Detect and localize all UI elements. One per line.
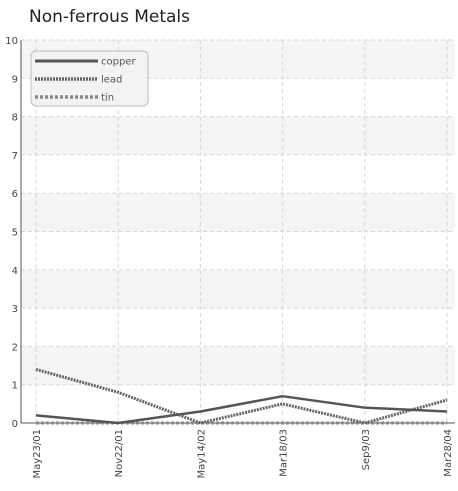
series-line-copper xyxy=(35,394,448,425)
legend: copper lead tin xyxy=(30,50,149,107)
plot-band xyxy=(21,346,455,385)
series-lines xyxy=(35,367,448,425)
legend-label-tin: tin xyxy=(101,93,114,104)
plot-band xyxy=(21,193,455,232)
x-tick-label: Sep9/03 xyxy=(361,429,372,470)
plot-band xyxy=(21,308,455,347)
x-tick-label: Mar28/04 xyxy=(443,429,454,477)
y-tick-label: 9 xyxy=(12,74,18,85)
y-tick-label: 6 xyxy=(12,189,18,200)
y-tick-label: 8 xyxy=(12,113,18,124)
plot-band xyxy=(21,231,455,270)
y-tick-label: 2 xyxy=(12,342,18,353)
y-tick-labels: 0 1 2 3 4 5 6 7 8 9 10 xyxy=(5,36,18,430)
y-tick-label: 7 xyxy=(12,151,18,162)
y-tick-label: 5 xyxy=(12,228,18,239)
x-tick-label: Mar18/03 xyxy=(279,429,290,477)
y-tick-label: 4 xyxy=(12,266,18,277)
legend-label-copper: copper xyxy=(101,57,136,68)
chart-title: Non-ferrous Metals xyxy=(29,7,191,27)
plot-band xyxy=(21,269,455,309)
x-tick-label: Nov22/01 xyxy=(114,429,125,477)
plot-band xyxy=(21,116,455,155)
x-tick-label: May14/02 xyxy=(196,429,207,479)
plot-band xyxy=(21,154,455,194)
plot-bands xyxy=(21,40,455,423)
y-tick-label: 3 xyxy=(12,304,18,315)
y-tick-label: 10 xyxy=(5,36,18,47)
x-tick-labels: May23/01 Nov22/01 May14/02 Mar18/03 Sep9/03 M… xyxy=(32,429,454,479)
y-tick-label: 1 xyxy=(12,381,18,392)
x-tick-label: May23/01 xyxy=(32,429,43,479)
y-tick-label: 0 xyxy=(12,419,18,430)
legend-label-lead: lead xyxy=(101,75,122,86)
